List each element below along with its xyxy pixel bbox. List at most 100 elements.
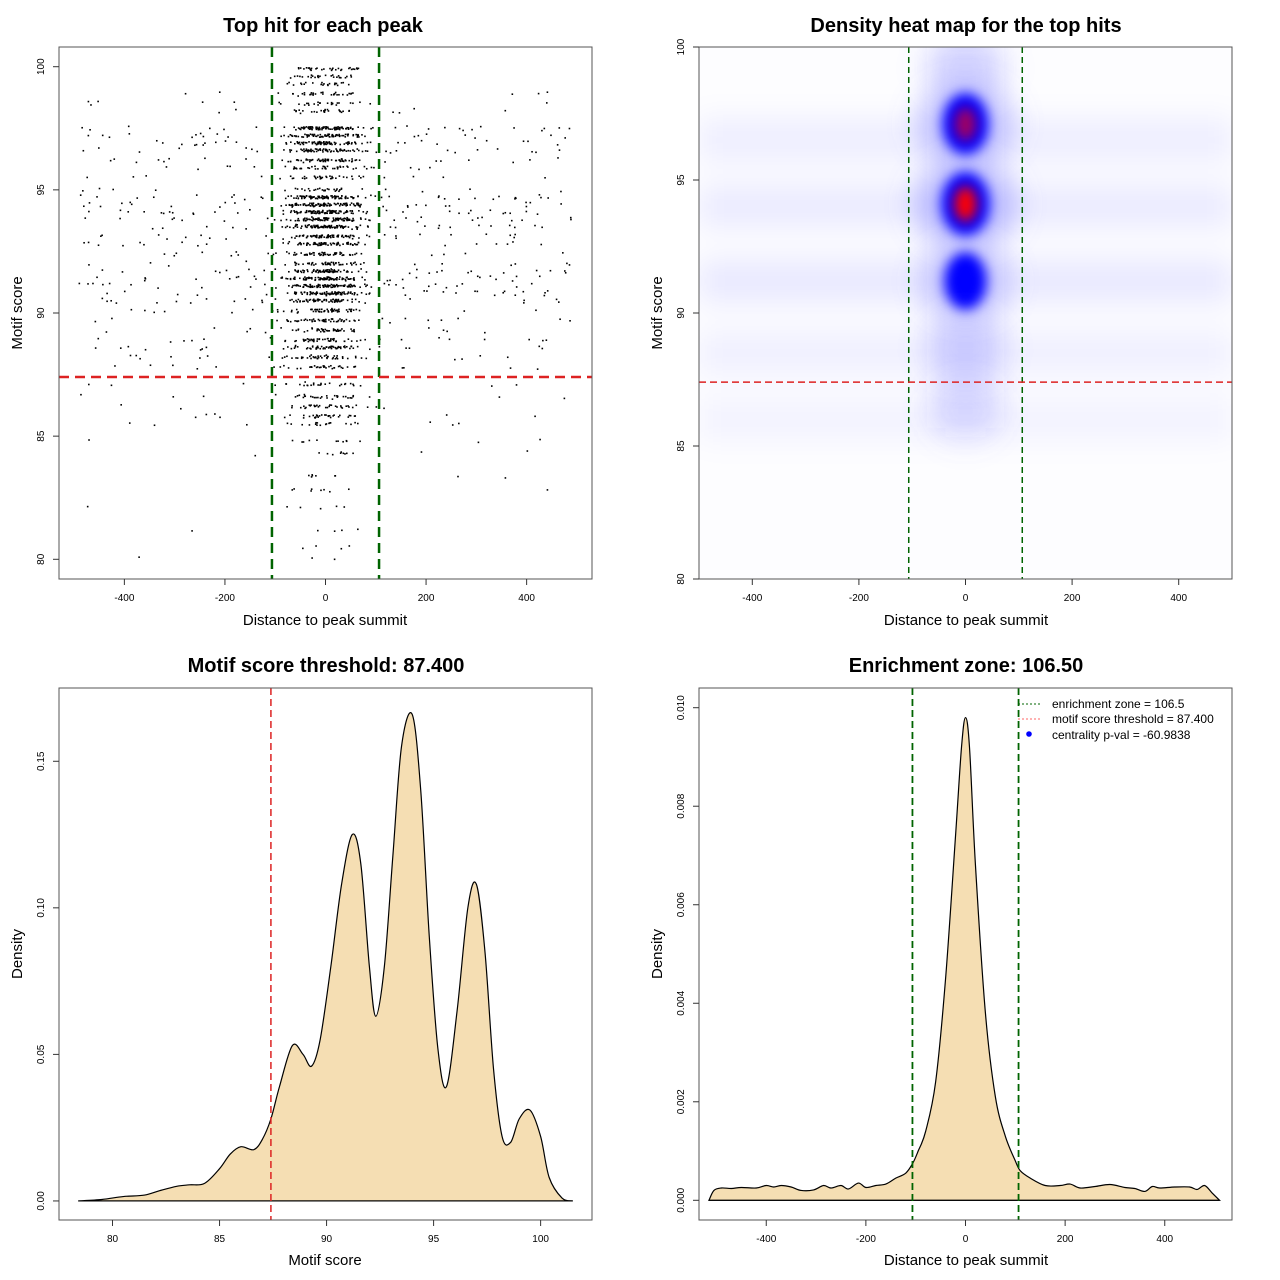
- data-point: [324, 109, 326, 112]
- data-point: [338, 175, 341, 177]
- data-point: [323, 253, 325, 256]
- data-point: [173, 217, 175, 219]
- data-point: [351, 264, 353, 266]
- data-point: [364, 150, 367, 152]
- data-point: [175, 300, 178, 303]
- data-point: [345, 422, 347, 425]
- data-point: [436, 143, 438, 145]
- data-point: [323, 68, 325, 70]
- data-point: [323, 251, 326, 254]
- data-point: [340, 210, 342, 213]
- data-point: [319, 284, 321, 286]
- data-point: [309, 196, 312, 199]
- y-tick-label: 90: [36, 307, 47, 319]
- data-point: [309, 293, 311, 296]
- data-point: [513, 236, 516, 239]
- data-point: [341, 529, 343, 532]
- data-point: [122, 244, 124, 247]
- data-point: [306, 243, 308, 245]
- data-point: [297, 67, 300, 69]
- data-point: [300, 159, 302, 162]
- data-point: [324, 318, 327, 321]
- data-point: [237, 254, 240, 256]
- data-point: [513, 127, 515, 129]
- data-point: [351, 142, 353, 144]
- data-point: [303, 127, 306, 130]
- data-point: [302, 195, 305, 198]
- data-point: [143, 243, 145, 246]
- data-point: [296, 312, 299, 314]
- data-point: [337, 134, 339, 137]
- data-point: [331, 301, 334, 303]
- data-point: [318, 175, 321, 178]
- data-point: [306, 329, 309, 332]
- data-point: [525, 201, 527, 204]
- data-point: [144, 277, 146, 279]
- data-point: [461, 358, 463, 360]
- data-point: [339, 291, 342, 294]
- data-point: [342, 93, 344, 96]
- data-point: [327, 202, 330, 205]
- data-point: [245, 158, 247, 160]
- data-point: [289, 211, 292, 214]
- data-point: [246, 423, 248, 426]
- data-point: [360, 357, 363, 359]
- data-point: [350, 143, 353, 145]
- data-point: [144, 348, 147, 351]
- data-point: [333, 127, 336, 130]
- data-point: [219, 416, 221, 419]
- data-point: [307, 285, 310, 288]
- data-point: [349, 347, 351, 350]
- data-point: [568, 264, 571, 266]
- data-point: [310, 159, 312, 162]
- data-point: [335, 283, 338, 286]
- data-point: [181, 219, 183, 222]
- data-point: [311, 277, 313, 280]
- data-point: [313, 396, 316, 399]
- data-point: [320, 293, 322, 295]
- data-point: [304, 339, 307, 341]
- data-point: [83, 241, 85, 244]
- data-point: [320, 308, 323, 311]
- data-point: [314, 242, 317, 245]
- data-point: [514, 263, 517, 265]
- data-point: [285, 277, 287, 280]
- data-point: [405, 347, 407, 349]
- data-point: [309, 277, 311, 279]
- data-point: [281, 226, 284, 228]
- data-point: [231, 196, 233, 198]
- data-point: [337, 127, 339, 129]
- data-point: [502, 291, 505, 294]
- data-point: [528, 338, 530, 341]
- data-point: [86, 176, 89, 179]
- data-point: [176, 293, 179, 296]
- data-point: [283, 134, 285, 137]
- data-point: [290, 423, 293, 425]
- data-point: [331, 209, 334, 212]
- data-point: [300, 126, 303, 129]
- data-point: [108, 282, 111, 285]
- data-point: [324, 218, 327, 220]
- data-point: [314, 276, 317, 279]
- data-point: [296, 346, 299, 348]
- data-point: [330, 338, 332, 340]
- data-point: [320, 204, 323, 207]
- data-point: [200, 234, 202, 237]
- data-point: [337, 235, 339, 238]
- data-point: [325, 168, 327, 170]
- x-axis-label: Distance to peak summit: [243, 612, 408, 629]
- data-point: [251, 148, 253, 151]
- data-point: [298, 141, 301, 144]
- data-point: [490, 385, 493, 387]
- data-point: [331, 176, 334, 179]
- data-point: [337, 300, 339, 302]
- data-point: [468, 159, 470, 161]
- data-point: [294, 396, 297, 398]
- data-point: [266, 217, 269, 220]
- data-point: [283, 364, 285, 367]
- data-point: [332, 76, 335, 78]
- data-point: [350, 345, 352, 348]
- panel-score-density: Motif score threshold: 87.400 80 85 90 95 10…: [9, 655, 593, 1269]
- data-point: [317, 271, 320, 274]
- data-point: [138, 151, 141, 153]
